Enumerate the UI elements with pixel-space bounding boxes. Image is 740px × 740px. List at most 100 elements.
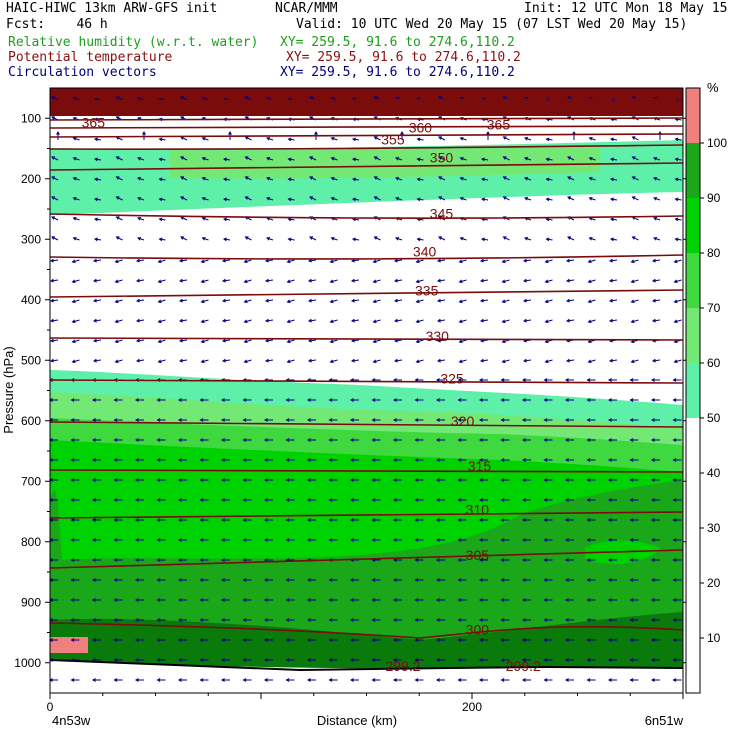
wind-vector-head xyxy=(220,578,225,582)
wind-vector-head xyxy=(478,538,483,542)
wind-vector-head xyxy=(156,538,161,542)
wind-vector xyxy=(459,279,467,283)
wind-vector xyxy=(158,259,166,263)
wind-vector-head xyxy=(70,478,75,482)
wind-vector xyxy=(287,299,295,303)
wind-vector-head xyxy=(438,156,443,160)
wind-vector xyxy=(674,359,682,363)
wind-vector xyxy=(523,259,532,262)
wind-vector xyxy=(309,236,317,241)
wind-vector xyxy=(93,299,102,302)
wind-vector xyxy=(632,236,639,241)
wind-vector-head xyxy=(629,398,634,402)
wind-vector-head xyxy=(673,279,678,284)
wind-vector xyxy=(137,97,145,101)
wind-vector xyxy=(115,299,123,303)
wind-vector-head xyxy=(134,658,139,662)
wind-vector xyxy=(395,197,403,201)
wind-vector-head xyxy=(264,298,269,303)
wind-vector-head xyxy=(544,319,549,324)
wind-vector-head xyxy=(392,418,397,422)
wind-vector-head xyxy=(50,518,53,522)
wind-vector-head xyxy=(609,217,614,222)
wind-vector-head xyxy=(156,658,161,662)
wind-vector-head xyxy=(113,638,118,642)
wind-vector xyxy=(523,359,532,362)
wind-vector-head xyxy=(564,418,569,422)
wind-vector-head xyxy=(564,598,569,602)
wind-vector-head xyxy=(500,418,505,422)
wind-vector-head xyxy=(672,578,677,582)
wind-vector-head xyxy=(201,196,206,201)
wind-vector-head xyxy=(524,196,529,201)
wind-vector-head xyxy=(521,538,526,542)
wind-vector-head xyxy=(545,237,550,242)
wind-vector-head xyxy=(607,658,612,662)
wind-vector-head xyxy=(222,157,227,162)
wind-vector-head xyxy=(629,498,634,502)
wind-vector-head xyxy=(306,658,311,662)
wind-vector-head xyxy=(329,279,334,284)
wind-vector-head xyxy=(478,398,483,402)
wind-vector-head xyxy=(199,598,204,602)
wind-vector-head xyxy=(608,258,613,263)
wind-vector-head xyxy=(607,438,612,442)
wind-vector-head xyxy=(500,458,505,462)
wind-vector-head xyxy=(221,278,226,283)
wind-vector-head xyxy=(629,378,634,382)
wind-vector xyxy=(632,196,639,201)
wind-vector-head xyxy=(371,618,376,622)
colorbar-bin xyxy=(686,198,700,253)
wind-vector-head xyxy=(201,96,206,101)
wind-vector-head xyxy=(438,96,443,100)
wind-vector xyxy=(394,319,403,322)
wind-vector-head xyxy=(114,279,119,284)
wind-vector-head xyxy=(115,176,120,180)
wind-vector xyxy=(244,339,252,343)
wind-vector-head xyxy=(564,638,569,642)
wind-vector-head xyxy=(672,378,677,382)
wind-vector-head xyxy=(243,299,248,304)
wind-vector-head xyxy=(156,498,161,502)
wind-vector xyxy=(309,196,317,201)
wind-vector xyxy=(266,217,274,221)
wind-vector-head xyxy=(243,259,248,264)
theta-labels: 365 360 365 355 350 345 340 335 330 325 320 315 310 3… xyxy=(82,115,541,674)
wind-vector xyxy=(116,236,123,241)
wind-vector-head xyxy=(285,418,290,422)
wind-vector-head xyxy=(543,678,548,682)
wind-vector-head xyxy=(242,498,247,502)
wind-vector-head xyxy=(564,538,569,542)
wind-vector-head xyxy=(586,578,591,582)
wind-vector-head xyxy=(91,478,96,482)
wind-vector-head xyxy=(608,358,613,363)
wind-vector-head xyxy=(672,618,677,622)
x-start-label: 4n53w xyxy=(52,713,91,728)
wind-vector xyxy=(179,319,188,322)
wind-vector-head xyxy=(435,578,440,582)
wind-vector-head xyxy=(309,156,314,160)
wind-vector-head xyxy=(134,398,139,402)
wind-vector xyxy=(222,259,231,262)
wind-vector-head xyxy=(607,478,612,482)
wind-vector xyxy=(265,339,274,342)
wind-vector-head xyxy=(142,130,146,135)
wind-vector-head xyxy=(673,359,678,364)
wind-vector-head xyxy=(134,518,139,522)
wind-vector-head xyxy=(544,299,549,304)
wind-vector-head xyxy=(242,658,247,662)
wind-vector-head xyxy=(70,458,75,462)
wind-vector-head xyxy=(543,498,548,502)
wind-vector-head xyxy=(502,96,507,100)
wind-vector-head xyxy=(586,378,591,382)
wind-vector-head xyxy=(371,458,376,462)
wind-vector xyxy=(653,197,661,201)
wind-vector xyxy=(589,217,596,221)
wind-vector-head xyxy=(544,259,549,264)
wind-vector-head xyxy=(328,638,333,642)
wind-vector-head xyxy=(285,538,290,542)
wind-vector-head xyxy=(478,618,483,622)
wind-vector xyxy=(72,279,80,283)
wind-vector-head xyxy=(115,156,120,160)
wind-vector-head xyxy=(156,598,161,602)
